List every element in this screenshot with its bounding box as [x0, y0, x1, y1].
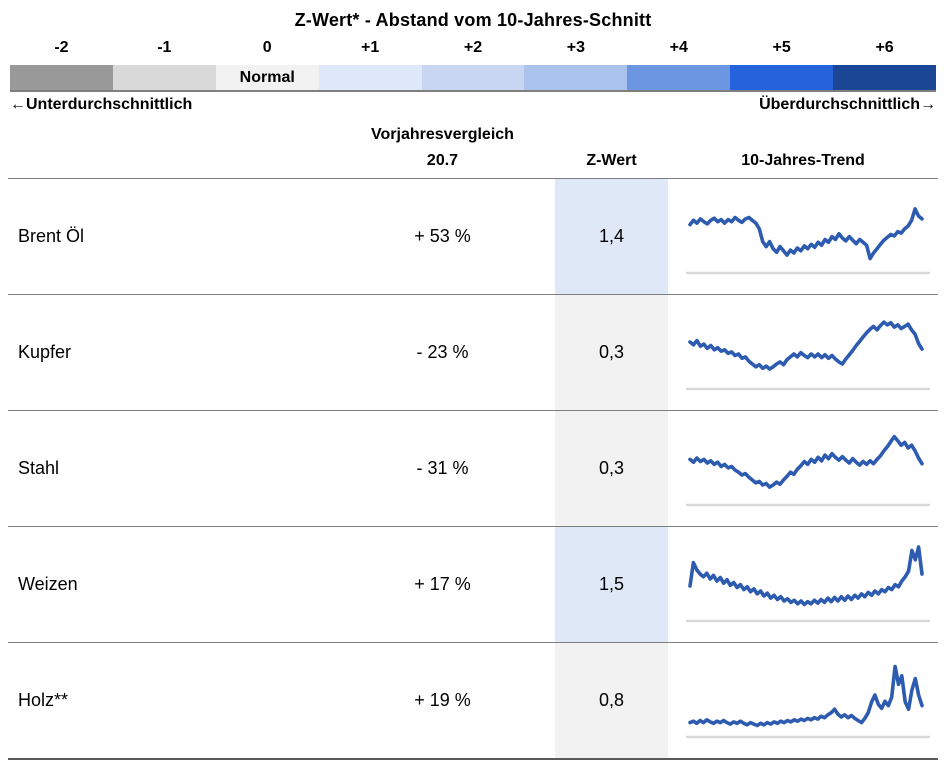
scale-tick-label: 0	[262, 39, 272, 56]
left-arrow-icon: ←	[10, 96, 26, 113]
scale-color-segment	[10, 65, 113, 90]
scale-color-segment	[833, 65, 937, 90]
scale-tick-label: -2	[54, 39, 69, 56]
commodity-table: Vorjahresvergleich 20.7 Z-Wert 10-Jahres…	[8, 126, 938, 760]
sparkline-series	[688, 207, 924, 261]
right-arrow-icon: →	[920, 96, 936, 113]
yoy-change-value: - 23 %	[416, 342, 469, 362]
scale-color-segment	[112, 65, 216, 90]
sparkline-chart	[668, 643, 938, 758]
sparkline-series	[688, 545, 924, 607]
commodity-name: Stahl	[18, 458, 60, 478]
scale-tick-label: -1	[157, 39, 172, 56]
commodity-name: Weizen	[18, 574, 78, 594]
scale-color-bar: Normal	[10, 65, 937, 92]
z-score-cell: 0,8	[555, 643, 668, 758]
table-header-group-row: Vorjahresvergleich	[8, 126, 938, 144]
sparkline-svg	[686, 664, 930, 739]
yoy-change-value: + 53 %	[414, 226, 471, 246]
sparkline-chart	[668, 411, 938, 526]
sparkline-svg	[686, 545, 930, 623]
below-average-label: ←Unterdurchschnittlich	[10, 96, 193, 113]
z-score-cell: 1,4	[555, 179, 668, 294]
scale-tick-label: +6	[875, 39, 894, 56]
commodity-name: Brent Öl	[18, 226, 85, 246]
sparkline-chart	[668, 295, 938, 410]
scale-tick-label: +2	[463, 39, 483, 56]
table-row: Weizen + 17 % 1,5	[8, 526, 938, 642]
scale-tick-label: +5	[772, 39, 791, 56]
scale-color-segment	[730, 65, 834, 90]
sparkline-series	[688, 664, 924, 728]
sparkline-svg	[686, 434, 930, 507]
commodity-name: Holz**	[18, 690, 69, 710]
scale-tick-label: +1	[360, 39, 380, 56]
table-row: Stahl - 31 % 0,3	[8, 410, 938, 526]
sparkline-chart	[668, 527, 938, 642]
scale-color-segment	[524, 65, 628, 90]
above-average-label: Überdurchschnittlich→	[759, 96, 936, 113]
scale-color-segment	[627, 65, 731, 90]
scale-color-segment: Normal	[215, 65, 319, 90]
yoy-change-value: - 31 %	[416, 458, 469, 478]
scale-tick-labels: -2 -1 0 +1 +2 +3 +4 +5 +6	[10, 39, 936, 65]
column-header-zwert: Z-Wert	[586, 152, 637, 169]
scale-tick-label: +3	[566, 39, 586, 56]
table-row: Kupfer - 23 % 0,3	[8, 294, 938, 410]
sparkline-svg	[686, 320, 930, 391]
yoy-change-value: + 17 %	[414, 574, 471, 594]
sparkline-series	[688, 320, 924, 371]
commodity-name: Kupfer	[18, 342, 72, 362]
sparkline-series	[688, 434, 924, 489]
scale-color-segment	[421, 65, 525, 90]
scale-tick-label: +4	[669, 39, 688, 56]
scale-color-segment	[318, 65, 422, 90]
sparkline-svg	[686, 207, 930, 275]
table-header-row: 20.7 Z-Wert 10-Jahres-Trend	[8, 152, 938, 178]
yoy-change-value: + 19 %	[414, 690, 471, 710]
z-score-cell: 0,3	[555, 295, 668, 410]
z-score-color-scale: -2 -1 0 +1 +2 +3 +4 +5 +6 Normal	[10, 39, 937, 92]
sparkline-chart	[668, 179, 938, 294]
column-header-vorjahresvergleich: Vorjahresvergleich	[371, 126, 514, 143]
scale-range-labels: ←Unterdurchschnittlich Überdurchschnittl…	[10, 96, 936, 114]
table-row: Holz** + 19 % 0,8	[8, 642, 938, 760]
column-header-date: 20.7	[426, 152, 459, 169]
column-header-trend: 10-Jahres-Trend	[741, 152, 865, 169]
page-title: Z-Wert* - Abstand vom 10-Jahres-Schnitt	[294, 10, 652, 30]
z-score-cell: 0,3	[555, 411, 668, 526]
table-row: Brent Öl + 53 % 1,4	[8, 178, 938, 294]
z-score-cell: 1,5	[555, 527, 668, 642]
